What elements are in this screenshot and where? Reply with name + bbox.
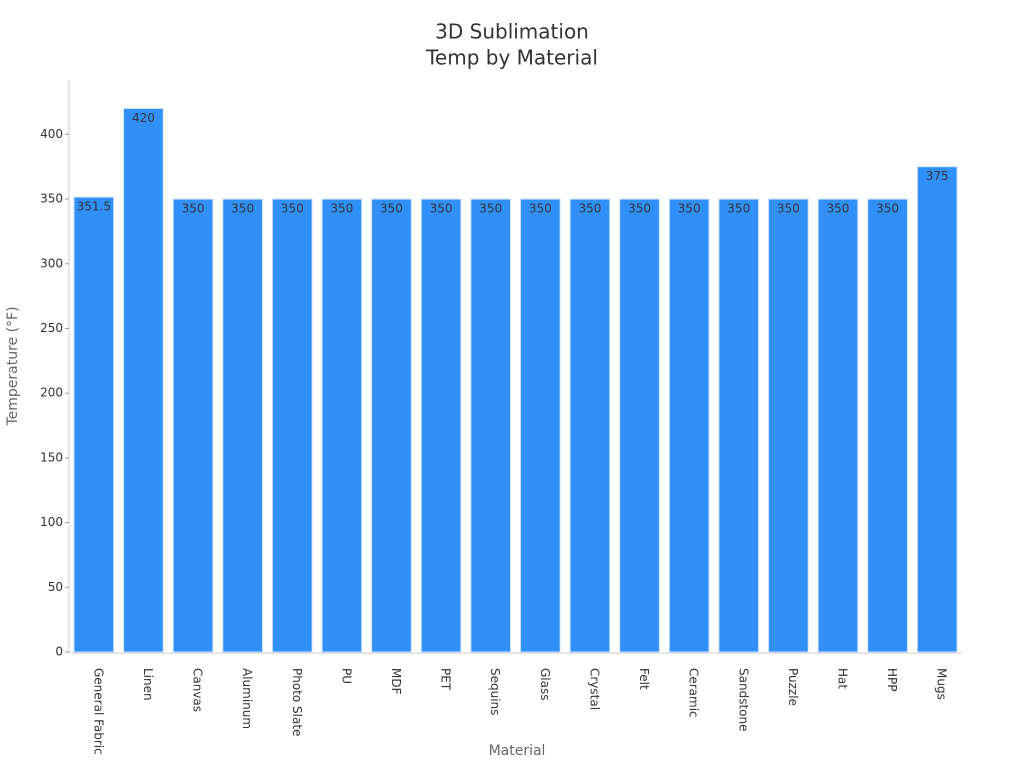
bar xyxy=(916,166,958,653)
x-tick-label: HPP xyxy=(885,668,899,692)
value-label: 375 xyxy=(926,169,949,183)
value-label: 350 xyxy=(876,202,899,216)
bar xyxy=(718,198,760,653)
value-label: 420 xyxy=(132,111,155,125)
x-tick-label: Linen xyxy=(141,668,155,701)
x-tick-label: Sequins xyxy=(488,668,502,715)
bar xyxy=(619,198,660,653)
y-tick-label: 0 xyxy=(55,645,63,659)
value-label: 350 xyxy=(578,202,601,216)
x-tick-label: Crystal xyxy=(587,668,601,710)
x-tick-label: Glass xyxy=(538,668,552,701)
x-tick-label: PET xyxy=(439,668,453,691)
bar xyxy=(817,198,859,653)
x-tick-label: Aluminum xyxy=(240,668,254,729)
bar xyxy=(867,198,908,653)
x-tick-label: MDF xyxy=(389,668,403,695)
y-tick-label: 150 xyxy=(40,450,63,464)
y-tick-label: 400 xyxy=(40,127,63,141)
value-label: 350 xyxy=(231,202,254,216)
x-tick-label: Felt xyxy=(637,668,651,690)
x-tick-label: Mugs xyxy=(935,668,949,700)
x-tick-label: General Fabric xyxy=(91,668,105,755)
value-label: 350 xyxy=(827,202,850,216)
bar xyxy=(569,198,611,653)
value-label: 350 xyxy=(777,202,800,216)
value-label: 350 xyxy=(529,202,552,216)
value-label: 350 xyxy=(380,202,403,216)
x-tick-label: Puzzle xyxy=(786,668,800,706)
value-label: 350 xyxy=(727,202,750,216)
value-label: 350 xyxy=(281,202,304,216)
value-label: 351.5 xyxy=(77,200,111,214)
bar xyxy=(73,196,115,653)
bar xyxy=(470,198,512,653)
value-label: 350 xyxy=(330,202,353,216)
bar xyxy=(123,107,164,653)
bar xyxy=(768,198,809,653)
bar xyxy=(371,198,412,653)
x-tick-label: Canvas xyxy=(191,668,205,712)
bar xyxy=(172,198,214,653)
x-tick-label: PU xyxy=(339,668,353,684)
y-tick-label: 300 xyxy=(40,256,63,270)
x-tick-label: Sandstone xyxy=(736,668,750,731)
chart-title: Temp by Material xyxy=(425,46,598,70)
value-label: 350 xyxy=(628,202,651,216)
y-tick-label: 250 xyxy=(40,321,63,335)
bar xyxy=(519,198,561,653)
bar xyxy=(222,198,263,653)
x-tick-label: Ceramic xyxy=(687,668,701,718)
chart-title: 3D Sublimation xyxy=(435,20,589,44)
x-axis-label: Material xyxy=(489,743,546,759)
value-label: 350 xyxy=(182,202,205,216)
bar xyxy=(271,198,313,653)
y-tick-label: 200 xyxy=(40,386,63,400)
value-label: 350 xyxy=(678,202,701,216)
y-tick-label: 350 xyxy=(40,192,63,206)
y-tick-label: 50 xyxy=(48,580,63,594)
bar xyxy=(420,198,462,653)
y-tick-label: 100 xyxy=(40,515,63,529)
x-tick-label: Photo Slate xyxy=(290,668,304,736)
x-tick-label: Hat xyxy=(835,668,849,689)
bar xyxy=(321,198,363,653)
bar xyxy=(668,198,710,653)
y-axis-label: Temperature (°F) xyxy=(5,306,21,426)
value-label: 350 xyxy=(479,202,502,216)
value-label: 350 xyxy=(430,202,453,216)
